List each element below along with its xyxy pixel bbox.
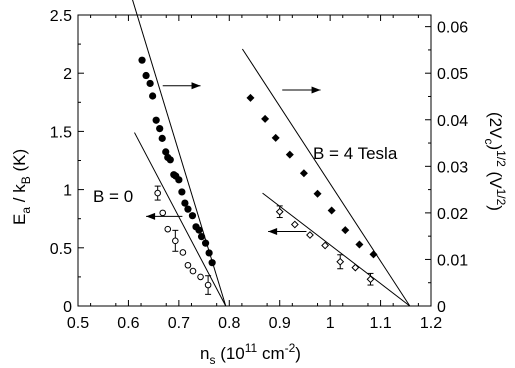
data-point [271,133,280,142]
y-left-axis-label: Ea / kB (K) [10,149,33,225]
data-point [205,249,213,257]
x-axis-label: ns (1011 cm-2) [200,341,301,367]
data-point [142,71,150,80]
data-point [146,79,154,88]
data-point [162,148,170,156]
data-point [138,56,146,64]
y-right-tick-label: 0.01 [437,252,468,269]
x-tick-label: 0.9 [269,315,291,332]
data-point [299,169,308,178]
y-right-tick-label: 0.04 [437,113,468,130]
annotation-b-four-tesla: B = 4 Tesla [313,144,398,163]
y-right-axis-label: (2Vc)1/2 (V1/2) [482,112,508,211]
data-point [154,189,161,197]
data-point [166,156,174,164]
tick-labels: 0.5 0.6 0.7 0.8 0.9 1 1.1 1.200.511.522.500.010… [50,8,468,332]
data-point [159,209,167,217]
fit-line [241,48,411,307]
x-tick-label: 0.5 [67,315,89,332]
y-right-tick-label: 0.02 [437,206,468,223]
x-tick-label: 0.8 [218,315,240,332]
data-point [164,225,172,233]
data-point [321,241,330,250]
data-point [184,261,192,269]
data-point [195,226,203,234]
data-point [313,189,322,198]
data-point [188,212,197,220]
data-point [197,233,206,241]
data-point [184,205,192,213]
x-tick-label: 1.1 [369,315,391,332]
plot-frame [77,14,432,307]
y-left-tick-label: 1.5 [50,124,72,141]
data-point [275,207,284,216]
data-point [290,220,299,229]
data-point [355,240,364,249]
data-point [369,250,378,259]
y-left-tick-label: 2.5 [50,8,72,25]
data-point [336,257,345,266]
data-point [327,206,336,215]
data-point [149,92,157,100]
y-right-tick-label: 0.05 [437,66,468,83]
y-left-tick-label: 0.5 [50,241,72,258]
data-point [181,199,189,207]
y-right-tick-label: 0.03 [437,159,468,176]
data-point [158,134,166,142]
data-point [172,237,179,245]
data-point [175,176,183,184]
data-point [178,188,186,196]
y-right-tick-label: 0 [437,299,446,316]
x-tick-label: 1.2 [420,315,442,332]
data-point [285,150,294,159]
y-left-tick-label: 2 [63,66,72,83]
data-point [306,231,314,239]
annotation-b-zero: B = 0 [93,187,133,206]
data-point [246,93,255,102]
direction-arrow-head [311,86,321,94]
y-left-tick-label: 0 [63,299,72,316]
direction-arrow-head [268,228,278,236]
x-tick-label: 0.6 [117,315,139,332]
data-point [156,125,164,133]
data-point [204,281,212,289]
data-point [208,259,216,267]
plot-area [132,0,411,307]
x-tick-label: 0.7 [168,315,190,332]
data-point [261,114,270,123]
y-left-tick-label: 1 [63,183,72,200]
direction-arrow-head [146,212,156,220]
data-point [351,263,360,272]
data-point [197,273,204,281]
x-tick-label: 1 [326,315,335,332]
direction-arrow-head [191,82,201,90]
data-point [201,239,210,247]
fit-line [262,192,411,307]
data-point [152,116,160,124]
fit-line [134,132,227,307]
data-point [366,275,375,284]
data-point [179,249,187,256]
data-point [189,267,197,275]
y-right-tick-label: 0.06 [437,20,468,37]
data-point [341,226,350,235]
